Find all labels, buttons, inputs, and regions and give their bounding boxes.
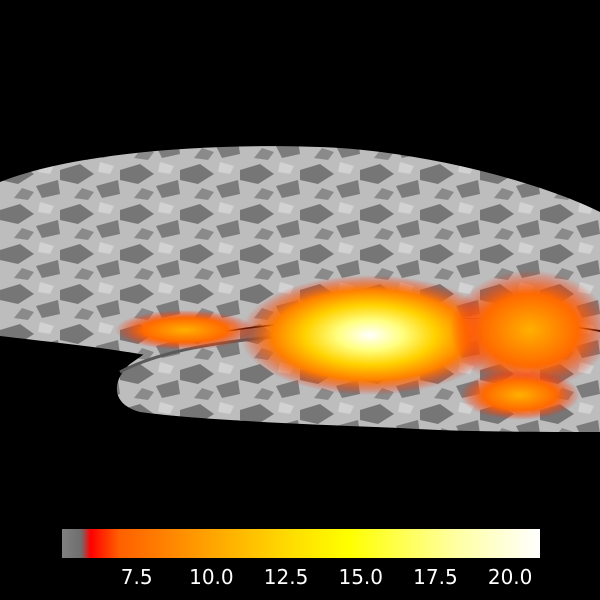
- colorbar-tick-label: 7.5: [120, 565, 153, 589]
- colorbar-tick-label: 12.5: [263, 565, 309, 589]
- colorbar-gradient: [62, 529, 540, 558]
- colorbar-tick-label: 15.0: [338, 565, 384, 589]
- colorbar-tick-label: 20.0: [487, 565, 533, 589]
- activation-blob-bottom: [460, 370, 580, 420]
- activation-blob-left: [115, 310, 255, 350]
- activation-blob-right: [450, 270, 600, 390]
- colorbar: [62, 529, 540, 558]
- activation-blob-main: [240, 275, 500, 395]
- colorbar-tick-label: 17.5: [413, 565, 458, 589]
- colorbar-tick-label: 10.0: [189, 565, 234, 589]
